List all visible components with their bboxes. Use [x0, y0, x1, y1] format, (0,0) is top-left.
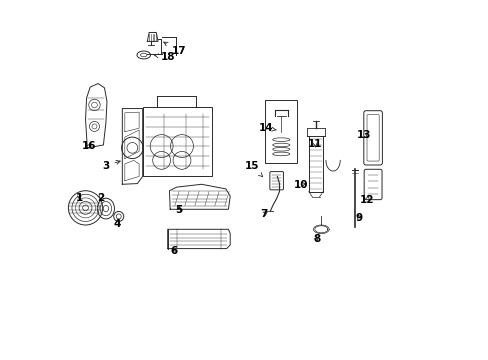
Bar: [264, 100, 297, 163]
Text: 18: 18: [154, 53, 175, 63]
Text: 17: 17: [163, 42, 186, 56]
Text: 15: 15: [244, 161, 262, 177]
Text: 14: 14: [258, 123, 276, 133]
Text: 6: 6: [170, 246, 178, 256]
Text: 3: 3: [102, 161, 120, 171]
Text: 10: 10: [293, 180, 307, 190]
Bar: [142, 107, 212, 176]
Text: 1: 1: [76, 193, 83, 203]
Text: 4: 4: [114, 219, 121, 229]
Text: 13: 13: [356, 130, 371, 140]
Text: 7: 7: [260, 209, 267, 219]
Text: 16: 16: [81, 141, 96, 151]
Text: 8: 8: [312, 234, 320, 244]
Text: 12: 12: [359, 195, 374, 204]
Text: 9: 9: [355, 213, 363, 223]
Text: 11: 11: [307, 139, 322, 149]
Text: 5: 5: [175, 205, 182, 215]
Text: 2: 2: [97, 193, 104, 203]
